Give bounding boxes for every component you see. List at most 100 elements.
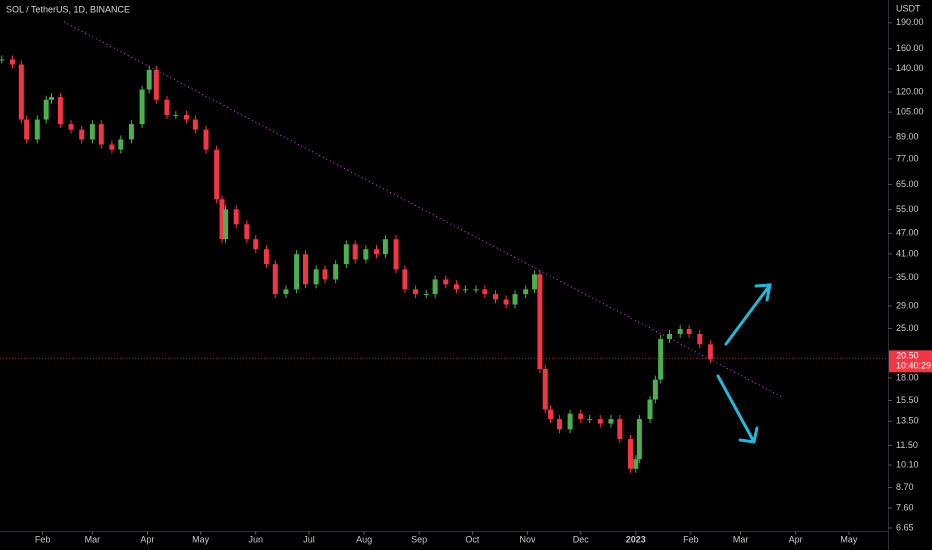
x-tick-label: Mar bbox=[733, 534, 749, 544]
last-price-label: 20.50 bbox=[896, 351, 919, 361]
candle-body bbox=[139, 89, 145, 125]
x-tick-label: Feb bbox=[35, 534, 51, 544]
candle-body bbox=[294, 254, 300, 290]
candle-body bbox=[402, 269, 408, 290]
y-tick-label: 55.00 bbox=[896, 204, 919, 214]
countdown: 10:40:29 bbox=[896, 361, 931, 371]
candle-body bbox=[322, 269, 328, 280]
y-tick-label: 120.00 bbox=[896, 86, 924, 96]
candle-body bbox=[263, 249, 269, 265]
candle-body bbox=[567, 413, 573, 430]
candle-body bbox=[79, 129, 85, 140]
y-tick-label: 190.00 bbox=[896, 17, 924, 27]
y-tick-label: 89.00 bbox=[896, 131, 919, 141]
chart-title: SOL / TetherUS, 1D, BINANCE bbox=[6, 4, 130, 14]
candle-body bbox=[652, 379, 658, 400]
candle-body bbox=[313, 269, 319, 285]
candle-body bbox=[352, 244, 358, 260]
x-tick-label: 2023 bbox=[626, 534, 646, 544]
x-tick-label: Sep bbox=[411, 534, 427, 544]
candle-body bbox=[253, 239, 259, 250]
candle-body bbox=[542, 369, 548, 410]
candle-body bbox=[503, 299, 509, 305]
candle-body bbox=[363, 249, 369, 260]
candle-body bbox=[183, 115, 189, 120]
last-price-box bbox=[889, 350, 932, 373]
y-tick-label: 35.00 bbox=[896, 272, 919, 282]
candle-body bbox=[707, 344, 713, 360]
candle-body bbox=[128, 124, 134, 140]
candle-body bbox=[597, 419, 603, 424]
candle-body bbox=[173, 115, 179, 117]
candle-body bbox=[57, 97, 63, 125]
x-tick-label: May bbox=[840, 534, 858, 544]
candle-body bbox=[164, 99, 170, 116]
x-tick-label: Apr bbox=[140, 534, 154, 544]
candle-body bbox=[272, 264, 278, 295]
candle-body bbox=[453, 284, 459, 290]
candle-body bbox=[9, 59, 15, 65]
candle-body bbox=[223, 209, 229, 240]
candle-body bbox=[537, 274, 543, 370]
candle-body bbox=[493, 294, 499, 300]
y-tick-label: 65.00 bbox=[896, 179, 919, 189]
candle-body bbox=[512, 294, 518, 305]
up-arrow bbox=[724, 283, 772, 346]
y-tick-label: 25.00 bbox=[896, 323, 919, 333]
candle-body bbox=[658, 339, 664, 380]
y-tick-label: 15.50 bbox=[896, 395, 919, 405]
candle-body bbox=[18, 64, 24, 120]
candle-body bbox=[214, 149, 220, 200]
x-tick-label: Jul bbox=[303, 534, 315, 544]
candle-body bbox=[523, 289, 529, 295]
candle-body bbox=[49, 97, 55, 100]
candle-body bbox=[24, 119, 30, 140]
candle-body bbox=[617, 419, 623, 440]
x-tick-label: Feb bbox=[683, 534, 699, 544]
candle-body bbox=[192, 119, 198, 130]
y-tick-label: 13.50 bbox=[896, 416, 919, 426]
y-tick-label: 77.00 bbox=[896, 153, 919, 163]
candle-body bbox=[393, 239, 399, 270]
candle-body bbox=[578, 413, 584, 420]
y-tick-label: 18.00 bbox=[896, 372, 919, 382]
x-tick-label: Nov bbox=[519, 534, 536, 544]
candle-body bbox=[686, 329, 692, 334]
down-arrow bbox=[716, 374, 759, 444]
candle-body bbox=[233, 209, 239, 225]
candle-body bbox=[636, 419, 642, 460]
candle-body bbox=[462, 289, 468, 291]
candle-body bbox=[697, 333, 703, 345]
x-tick-label: Mar bbox=[85, 534, 101, 544]
candle-body bbox=[482, 289, 488, 295]
candle-body bbox=[118, 139, 124, 150]
y-tick-label: 29.00 bbox=[896, 300, 919, 310]
candle-body bbox=[556, 419, 562, 430]
candle-body bbox=[302, 254, 308, 285]
candle-body bbox=[677, 329, 683, 334]
candle-body bbox=[333, 264, 339, 280]
candle-body bbox=[343, 244, 349, 265]
candle-body bbox=[0, 59, 5, 61]
candle-body bbox=[633, 459, 639, 469]
candle-body bbox=[244, 224, 250, 240]
candle-body bbox=[473, 289, 479, 291]
candle-body bbox=[587, 419, 593, 421]
y-tick-label: 105.00 bbox=[896, 107, 924, 117]
x-tick-label: May bbox=[192, 534, 210, 544]
y-tick-label: 160.00 bbox=[896, 43, 924, 53]
candle-body bbox=[89, 124, 95, 140]
candle-body bbox=[374, 249, 380, 255]
candle-body bbox=[146, 69, 152, 90]
y-tick-label: 41.00 bbox=[896, 248, 919, 258]
y-tick-label: 140.00 bbox=[896, 63, 924, 73]
candle-body bbox=[382, 239, 388, 255]
candle-body bbox=[68, 124, 74, 130]
candle-body bbox=[548, 409, 554, 420]
y-tick-label: 11.50 bbox=[896, 440, 918, 450]
y-tick-label: 47.00 bbox=[896, 228, 919, 238]
x-tick-label: Oct bbox=[465, 534, 480, 544]
candle-body bbox=[34, 119, 40, 140]
candle-body bbox=[667, 333, 673, 340]
x-tick-label: Jun bbox=[248, 534, 263, 544]
